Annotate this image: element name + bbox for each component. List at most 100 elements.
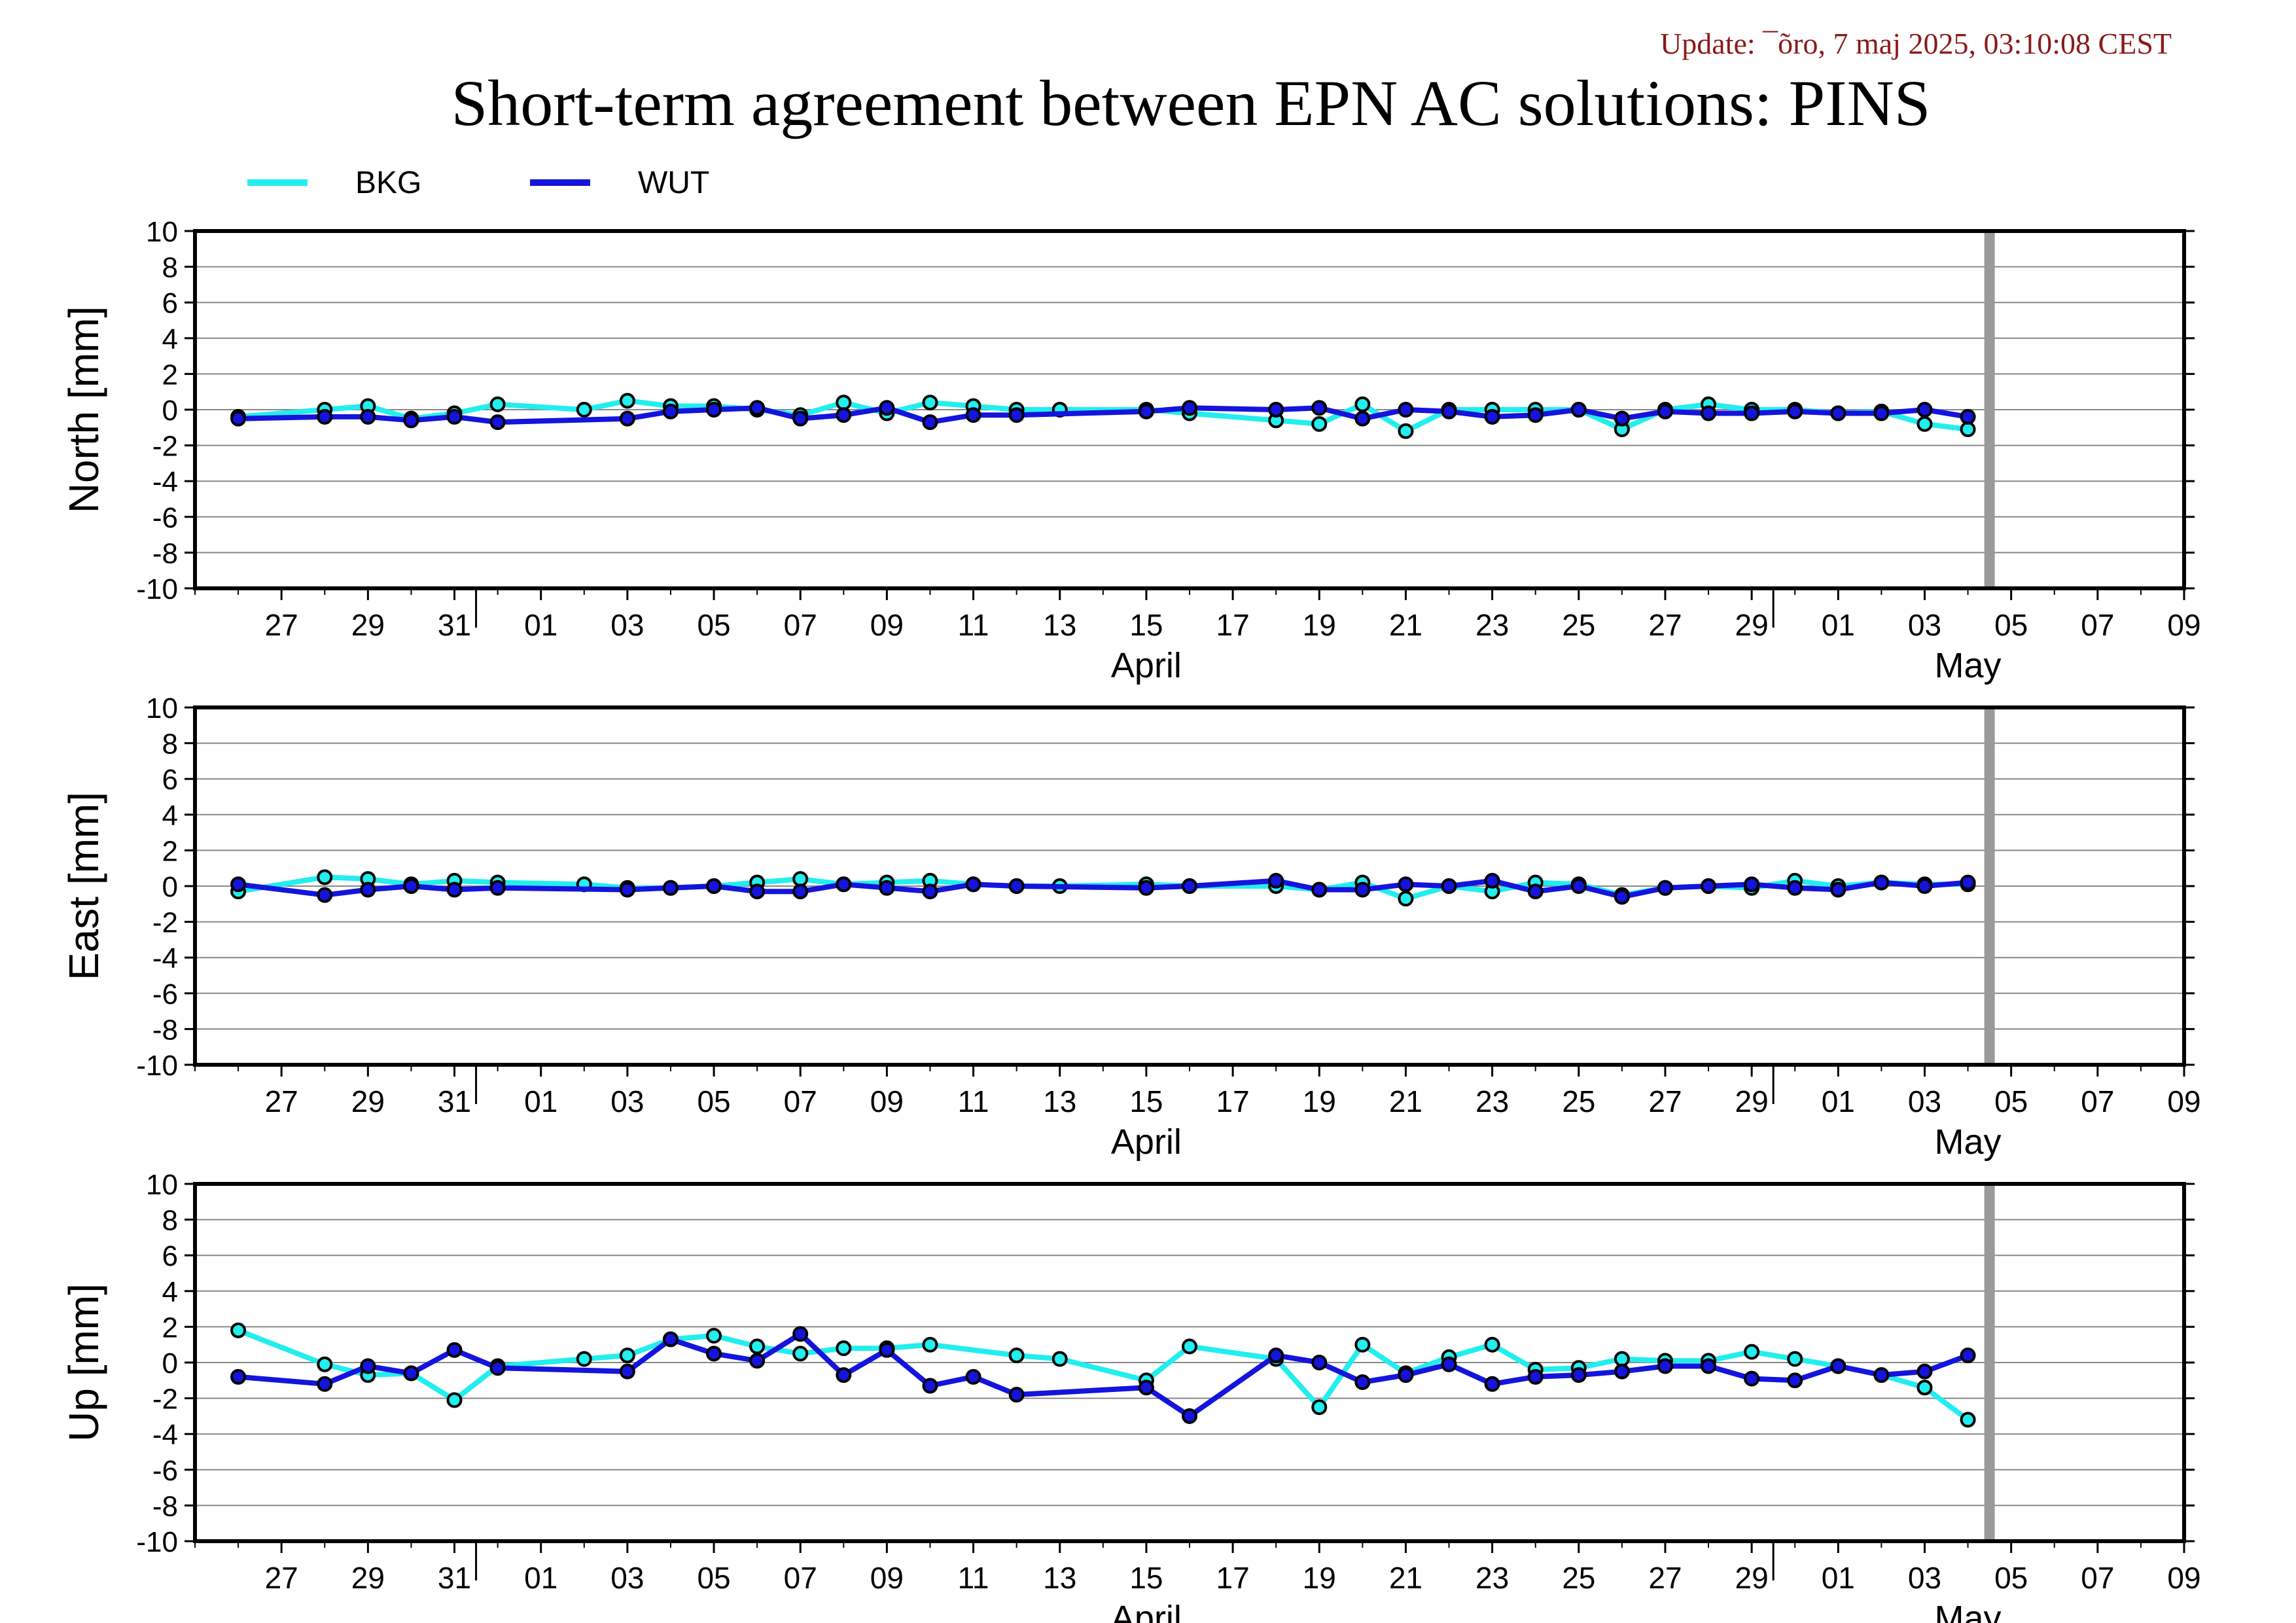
data-point-wut-east [1268,872,1284,889]
data-point-wut-north [1657,403,1673,419]
x-tick-label-up: 09 [870,1561,904,1595]
data-point-bkg-up [706,1328,722,1344]
x-tick-label-up: 11 [958,1561,989,1595]
y-tick-label-north: -4 [152,466,178,498]
y-tick-label-up: -4 [152,1419,178,1451]
data-point-wut-east [836,876,852,893]
data-point-wut-east [1873,874,1890,891]
data-point-wut-east [1614,889,1630,905]
month-label-april-east: April [1111,1122,1182,1162]
data-point-wut-north [1787,403,1803,419]
data-point-wut-east [446,882,463,898]
data-point-wut-north [1873,405,1890,421]
data-point-bkg-up [1182,1338,1197,1355]
data-point-wut-up [1484,1376,1500,1392]
data-point-wut-north [1354,410,1371,427]
x-tick-label-north: 05 [697,608,730,642]
x-tick-label-east: 07 [784,1084,817,1118]
x-tick-label-east: 11 [958,1084,989,1118]
x-tick-label-up: 01 [1822,1561,1855,1595]
data-point-wut-north [1960,408,1976,425]
y-tick-label-up: 8 [162,1205,178,1237]
data-point-wut-north [749,400,766,416]
y-tick-label-east: -2 [152,907,178,939]
x-tick-label-up: 09 [2167,1561,2200,1595]
y-tick-label-east: 8 [162,728,178,760]
data-point-wut-east [1182,878,1197,894]
x-tick-label-north: 23 [1475,608,1509,642]
y-tick-label-up: 10 [146,1169,178,1201]
data-point-wut-east [965,876,981,893]
data-point-bkg-up [1484,1336,1500,1353]
data-end-marker-east [1984,707,1995,1065]
y-tick-label-east: 0 [162,871,178,903]
y-tick-label-east: 2 [162,835,178,867]
data-point-wut-east [1570,878,1587,894]
data-point-wut-east [403,878,419,894]
x-tick-label-up: 07 [2081,1561,2114,1595]
x-tick-label-east: 21 [1389,1084,1422,1118]
y-tick-label-north: 6 [162,287,178,319]
x-tick-label-east: 23 [1475,1084,1509,1118]
data-point-bkg-up [1354,1336,1371,1353]
legend-label-bkg: BKG [355,166,421,200]
y-tick-label-north: 4 [162,323,178,355]
month-label-may-north: May [1935,646,2002,685]
data-point-wut-east [230,876,247,893]
data-point-wut-north [1484,408,1500,425]
data-point-wut-east [1138,880,1154,896]
x-tick-label-north: 25 [1562,608,1595,642]
x-tick-label-north: 27 [1648,608,1682,642]
page-title: Short-term agreement between EPN AC solu… [451,67,1931,139]
x-tick-label-east: 27 [265,1084,298,1118]
data-point-wut-north [1830,405,1846,421]
x-tick-label-east: 13 [1043,1084,1076,1118]
data-point-wut-up [879,1342,895,1358]
data-point-bkg-up [1311,1399,1328,1416]
data-point-wut-east [706,878,722,894]
data-point-wut-north [965,407,981,423]
y-tick-label-up: -2 [152,1383,178,1416]
x-tick-label-up: 27 [265,1561,298,1595]
data-point-wut-up [792,1326,809,1342]
data-point-wut-up [1701,1358,1717,1374]
y-axis-label-north: North [mm] [60,306,107,513]
x-tick-label-north: 05 [1994,608,2028,642]
data-point-bkg-up [1916,1380,1933,1396]
x-tick-label-east: 31 [438,1084,471,1118]
x-tick-label-east: 03 [610,1084,644,1118]
x-tick-label-east: 29 [351,1084,385,1118]
y-tick-label-up: 2 [162,1311,178,1344]
x-tick-label-east: 01 [1822,1084,1855,1118]
data-point-bkg-east [317,869,333,885]
y-tick-label-east: 6 [162,764,178,796]
y-axis-label-east: East [mm] [60,792,107,980]
x-tick-label-east: 17 [1216,1084,1250,1118]
y-tick-label-east: 10 [146,692,178,724]
y-tick-label-north: -6 [152,502,178,534]
y-tick-label-north: -10 [136,573,178,605]
x-tick-label-up: 05 [697,1561,730,1595]
data-point-bkg-up [749,1338,766,1355]
data-point-wut-east [1441,878,1457,894]
x-tick-label-east: 19 [1303,1084,1336,1118]
x-tick-label-north: 17 [1216,608,1250,642]
data-point-wut-up [360,1358,376,1374]
data-point-wut-east [1354,882,1371,898]
data-point-bkg-up [576,1351,592,1367]
x-tick-label-north: 09 [870,608,904,642]
update-timestamp: Update: ¯õro, 7 maj 2025, 03:10:08 CEST [1660,27,2172,60]
y-tick-label-east: -10 [136,1050,178,1082]
y-tick-label-north: 10 [146,216,178,248]
data-point-wut-east [489,880,506,896]
data-point-bkg-up [792,1346,809,1362]
y-tick-label-east: 4 [162,800,178,832]
data-point-bkg-up [1051,1351,1068,1367]
data-end-marker-up [1984,1184,1995,1541]
data-point-wut-east [619,882,635,898]
x-tick-label-east: 03 [1908,1084,1941,1118]
data-point-bkg-up [446,1392,463,1408]
x-tick-label-north: 03 [1908,608,1941,642]
x-tick-label-up: 31 [438,1561,471,1595]
